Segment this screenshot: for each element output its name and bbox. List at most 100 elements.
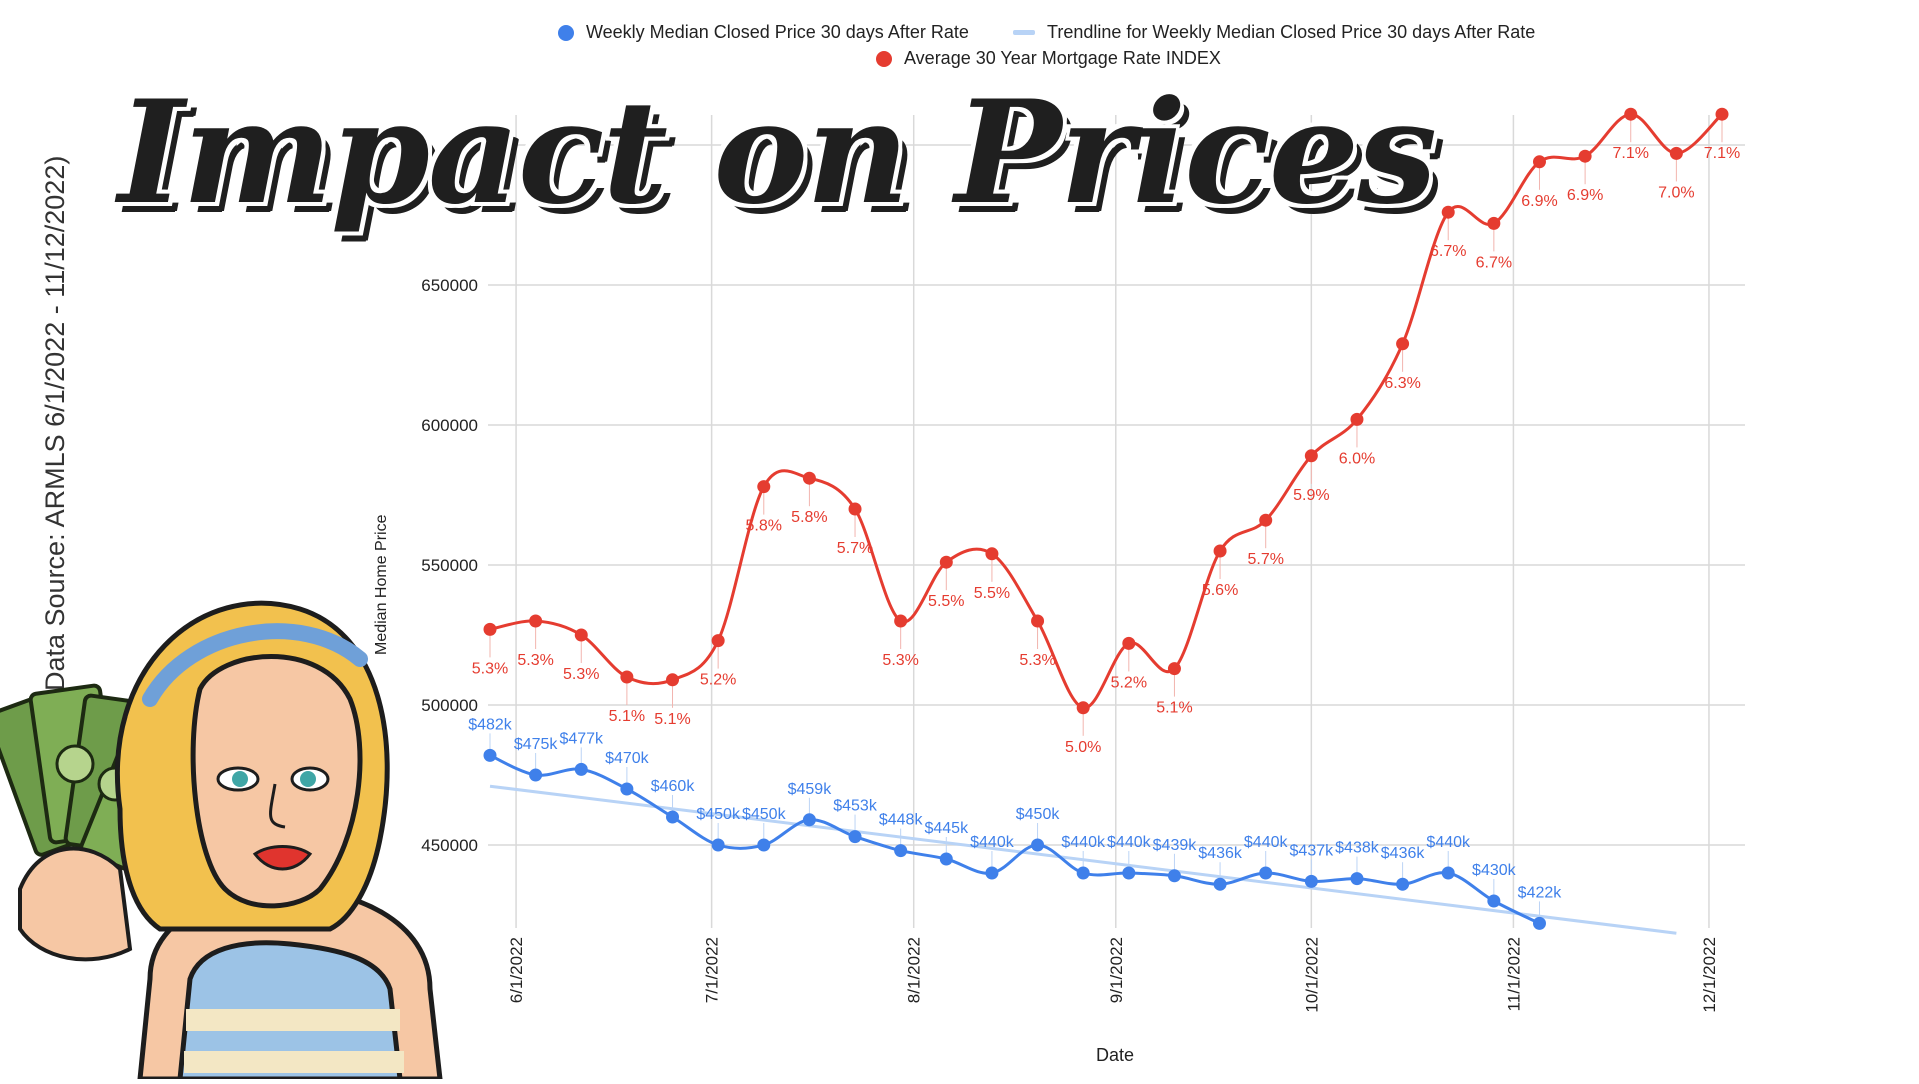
price-data-label: $430k (1472, 862, 1517, 879)
y-tick-label: 550000 (421, 556, 478, 575)
x-tick-label: 9/1/2022 (1107, 937, 1126, 1003)
price-data-label: $436k (1198, 845, 1243, 862)
price-point (1532, 916, 1546, 930)
rate-point (1441, 205, 1455, 219)
rate-point (848, 502, 862, 516)
rate-point (985, 547, 999, 561)
legend-marker-trend (1013, 30, 1035, 35)
x-tick-label: 8/1/2022 (905, 937, 924, 1003)
rate-point (529, 614, 543, 628)
rate-data-label: 5.2% (1111, 674, 1147, 691)
price-data-label: $440k (970, 834, 1015, 851)
price-point (483, 748, 497, 762)
y-tick-label: 450000 (421, 836, 478, 855)
woman-with-money-illustration (0, 600, 443, 1079)
price-point (620, 782, 634, 796)
legend-marker-rate (876, 50, 892, 67)
rate-point (1304, 449, 1318, 463)
rate-point (757, 480, 771, 494)
price-data-label: $440k (1061, 834, 1106, 851)
rate-data-label: 6.0% (1339, 450, 1375, 467)
price-data-label: $450k (742, 806, 787, 823)
price-data-label: $450k (1016, 806, 1061, 823)
rate-data-label: 7.1% (1613, 145, 1649, 162)
rate-point (620, 670, 634, 684)
rate-data-label: 6.7% (1476, 254, 1512, 271)
price-point (1350, 872, 1364, 886)
price-data-label: $450k (696, 806, 741, 823)
x-tick-label: 7/1/2022 (703, 937, 722, 1003)
price-data-label: $453k (833, 798, 878, 815)
price-data-label: $477k (559, 730, 604, 747)
rate-point (1624, 107, 1638, 121)
rate-point (1487, 216, 1501, 230)
rate-point (1259, 513, 1273, 527)
rate-point (1396, 337, 1410, 351)
rate-data-label: 7.0% (1658, 184, 1694, 201)
price-data-label: $459k (788, 781, 833, 798)
rate-point (1213, 544, 1227, 558)
price-data-label: $422k (1518, 884, 1563, 901)
rate-point (1031, 614, 1045, 628)
price-point (985, 866, 999, 880)
price-point (1213, 877, 1227, 891)
price-point (848, 830, 862, 844)
price-point (666, 810, 680, 824)
price-data-label: $440k (1107, 834, 1152, 851)
price-data-label: $475k (514, 736, 559, 753)
rate-data-label: 5.5% (928, 593, 964, 610)
legend-marker-price (558, 24, 574, 41)
price-data-label: $470k (605, 750, 650, 767)
x-tick-label: 6/1/2022 (507, 937, 526, 1003)
y-tick-label: 600000 (421, 416, 478, 435)
rate-point (802, 471, 816, 485)
rate-point (894, 614, 908, 628)
price-point (711, 838, 725, 852)
price-data-label: $440k (1426, 834, 1471, 851)
price-point (757, 838, 771, 852)
rate-data-label: 5.3% (1019, 652, 1055, 669)
price-point (894, 844, 908, 858)
price-data-label: $437k (1290, 842, 1335, 859)
rate-data-label: 5.3% (472, 660, 508, 677)
rate-point (1669, 146, 1683, 160)
price-data-label: $482k (468, 716, 513, 733)
price-point (1487, 894, 1501, 908)
rate-point (483, 622, 497, 636)
rate-data-label: 5.7% (837, 540, 873, 557)
rate-data-label: 5.0% (1065, 739, 1101, 756)
rate-point (1122, 636, 1136, 650)
rate-data-label: 5.2% (700, 672, 736, 689)
rate-point (574, 628, 588, 642)
rate-point (1532, 155, 1546, 169)
x-tick-label: 12/1/2022 (1700, 937, 1719, 1013)
rate-point (666, 673, 680, 687)
x-tick-label: 10/1/2022 (1302, 937, 1321, 1013)
price-point (1122, 866, 1136, 880)
rate-data-label: 5.8% (746, 518, 782, 535)
price-point (1167, 869, 1181, 883)
price-point (1031, 838, 1045, 852)
rate-data-label: 5.3% (563, 666, 599, 683)
legend-label-price: Weekly Median Closed Price 30 days After… (586, 22, 969, 42)
price-point (1304, 874, 1318, 888)
rate-data-label: 5.8% (791, 509, 827, 526)
price-point (1396, 877, 1410, 891)
rate-point (1167, 662, 1181, 676)
price-point (802, 813, 816, 827)
rate-point (1076, 701, 1090, 715)
price-data-label: $448k (879, 812, 924, 829)
price-point (529, 768, 543, 782)
price-data-label: $439k (1153, 837, 1198, 854)
x-tick-label: 11/1/2022 (1504, 937, 1523, 1011)
rate-point (711, 634, 725, 648)
legend-item-rate: Average 30 Year Mortgage Rate INDEX (876, 48, 1221, 69)
price-data-label: $436k (1381, 845, 1426, 862)
rate-data-label: 6.7% (1430, 243, 1466, 260)
legend-item-price: Weekly Median Closed Price 30 days After… (558, 22, 969, 43)
price-point (574, 762, 588, 776)
rate-point (1350, 412, 1364, 426)
price-point (939, 852, 953, 866)
rate-point (939, 555, 953, 569)
